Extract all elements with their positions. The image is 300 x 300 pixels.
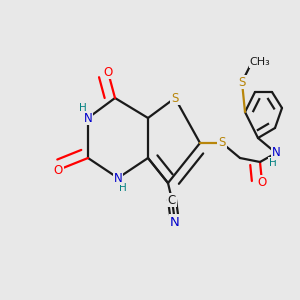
Text: S: S — [218, 136, 226, 149]
Text: N: N — [114, 172, 122, 184]
Text: N: N — [84, 112, 92, 124]
Text: H: H — [119, 183, 127, 193]
Text: S: S — [171, 92, 179, 104]
Text: CH₃: CH₃ — [250, 57, 270, 67]
Text: S: S — [238, 76, 246, 88]
Text: H: H — [269, 158, 277, 168]
Text: O: O — [257, 176, 267, 188]
Text: N: N — [272, 146, 280, 160]
Text: C: C — [168, 194, 176, 206]
Text: O: O — [103, 65, 112, 79]
Text: H: H — [79, 103, 87, 113]
Text: O: O — [53, 164, 63, 176]
Text: N: N — [170, 215, 180, 229]
